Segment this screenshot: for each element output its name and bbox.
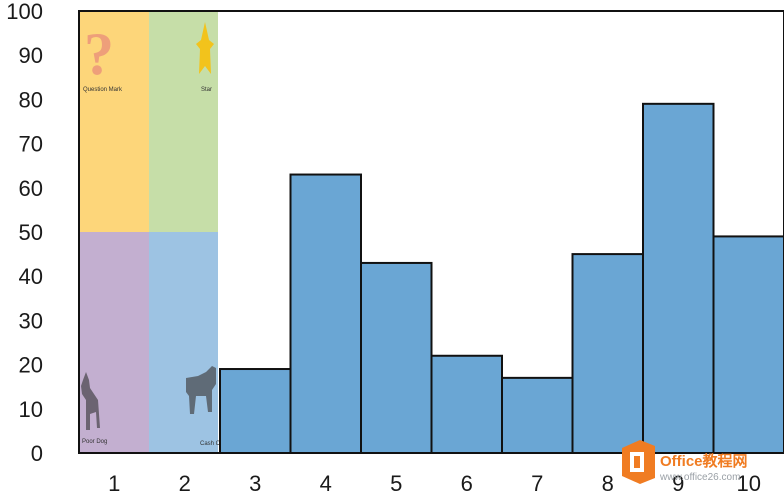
- bar-8: [571, 253, 644, 454]
- bar-9: [642, 102, 715, 454]
- x-tick-label: 8: [602, 471, 614, 493]
- question-mark-icon: ?: [84, 21, 114, 87]
- y-tick-label: 50: [19, 220, 43, 245]
- star-icon: [196, 22, 214, 74]
- bar-10: [712, 235, 784, 454]
- bar-5: [360, 261, 433, 454]
- bar-3: [219, 368, 292, 454]
- bar-4: [289, 173, 362, 454]
- x-tick-label: 7: [531, 471, 543, 493]
- x-tick-label: 2: [179, 471, 191, 493]
- legend-label-star: Star: [201, 87, 212, 93]
- legend-label-question-mark: Question Mark: [83, 87, 123, 93]
- x-tick-label: 3: [249, 471, 261, 493]
- bar-6: [430, 354, 503, 455]
- quadrant-question-mark: [79, 11, 149, 232]
- bars: [219, 102, 784, 455]
- quadrant-cash-cow: [149, 232, 218, 453]
- watermark-url: www.office26.com: [659, 472, 740, 483]
- x-tick-label: 5: [390, 471, 402, 493]
- y-tick-label: 70: [19, 132, 43, 157]
- y-tick-label: 90: [19, 43, 43, 68]
- y-tick-label: 40: [19, 264, 43, 289]
- x-tick-label: 1: [108, 471, 120, 493]
- legend-label-poor-dog: Poor Dog: [82, 439, 107, 445]
- quadrant-poor-dog: [79, 232, 149, 453]
- legend-label-cash-cow: Cash Cow: [200, 441, 228, 447]
- y-tick-label: 100: [6, 0, 43, 24]
- watermark-brand: Office教程网: [660, 452, 748, 470]
- watermark: Office教程网 www.office26.com: [622, 440, 748, 484]
- y-tick-label: 10: [19, 397, 43, 422]
- y-tick-label: 80: [19, 87, 43, 112]
- cow-icon: [186, 366, 216, 414]
- x-tick-label: 6: [461, 471, 473, 493]
- x-tick-label: 9: [672, 471, 684, 493]
- y-tick-label: 60: [19, 176, 43, 201]
- y-tick-label: 20: [19, 353, 43, 378]
- bcg-matrix-legend: ? Question Mark Star Poor Dog Cash Cow: [79, 11, 228, 453]
- y-tick-label: 0: [31, 441, 43, 466]
- y-axis-ticks: 0 10 20 30 40 50 60 70 80 90 100: [6, 0, 43, 466]
- bar-7: [501, 376, 574, 454]
- x-tick-label: 10: [737, 471, 761, 493]
- x-axis-ticks: 1 2 3 4 5 6 7 8 9 10: [108, 471, 761, 493]
- x-tick-label: 4: [320, 471, 332, 493]
- office-logo-icon: [622, 440, 655, 484]
- dog-icon: [81, 372, 100, 430]
- y-tick-label: 30: [19, 308, 43, 333]
